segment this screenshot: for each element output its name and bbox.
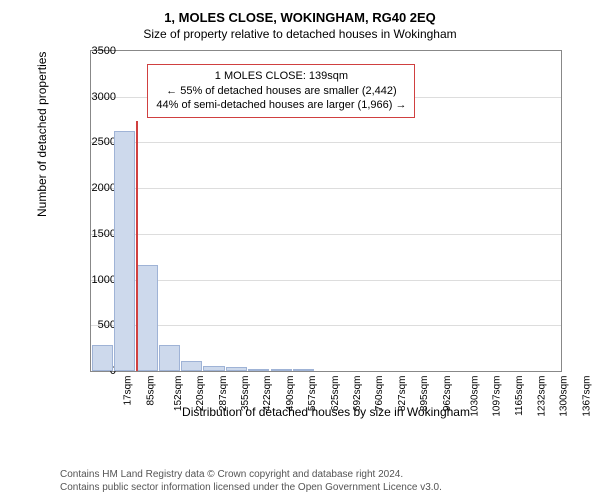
x-axis-label: Distribution of detached houses by size … [91,405,561,419]
chart-container: 1, MOLES CLOSE, WOKINGHAM, RG40 2EQ Size… [0,0,600,500]
gridline [91,325,561,326]
x-tick-label: 625sqm [330,376,341,412]
y-tick-label: 1500 [76,228,116,240]
bar [92,345,113,371]
y-tick-label: 3000 [76,91,116,103]
bar [226,367,247,371]
x-tick-label: 557sqm [307,376,318,412]
bar [159,345,180,371]
annotation-line: 44% of semi-detached houses are larger (… [156,98,406,113]
x-tick-label: 422sqm [263,376,274,412]
y-tick-label: 2000 [76,182,116,194]
x-tick-label: 1367sqm [581,376,592,417]
x-tick-label: 1165sqm [514,376,525,416]
x-tick-label: 1030sqm [470,376,481,417]
annotation-box: 1 MOLES CLOSE: 139sqm← 55% of detached h… [147,64,415,119]
plot-region: Distribution of detached houses by size … [90,50,562,372]
annotation-line: ← 55% of detached houses are smaller (2,… [156,84,406,99]
x-tick-label: 287sqm [218,376,229,412]
gridline [91,234,561,235]
footer-line-1: Contains HM Land Registry data © Crown c… [60,468,442,481]
x-tick-label: 827sqm [397,376,408,412]
y-tick-label: 3500 [76,45,116,57]
chart-subtitle: Size of property relative to detached ho… [0,27,600,41]
bar [248,369,269,371]
y-tick-label: 2500 [76,136,116,148]
x-tick-label: 220sqm [195,376,206,412]
x-tick-label: 895sqm [419,376,430,412]
chart-title: 1, MOLES CLOSE, WOKINGHAM, RG40 2EQ [0,0,600,25]
marker-line [136,121,138,371]
chart-area: Number of detached properties Distributi… [60,50,560,420]
x-tick-label: 1300sqm [559,376,570,417]
x-tick-label: 17sqm [123,376,134,406]
bar [181,361,202,371]
x-tick-label: 85sqm [145,376,156,406]
x-tick-label: 962sqm [442,376,453,412]
bar [136,265,157,371]
gridline [91,142,561,143]
x-tick-label: 152sqm [173,376,184,412]
y-tick-label: 500 [76,319,116,331]
x-tick-label: 1097sqm [492,376,503,417]
bar [271,369,292,371]
footer-line-2: Contains public sector information licen… [60,481,442,494]
x-tick-label: 490sqm [285,376,296,412]
annotation-line: 1 MOLES CLOSE: 139sqm [156,69,406,84]
bar [114,131,135,371]
x-tick-label: 1232sqm [537,376,548,417]
x-tick-label: 760sqm [374,376,385,412]
y-tick-label: 1000 [76,274,116,286]
y-axis-label: Number of detached properties [35,52,49,217]
x-tick-label: 692sqm [352,376,363,412]
bar [293,369,314,371]
footer-text: Contains HM Land Registry data © Crown c… [60,468,442,494]
x-tick-label: 355sqm [240,376,251,412]
bar [203,366,224,371]
gridline [91,280,561,281]
gridline [91,188,561,189]
